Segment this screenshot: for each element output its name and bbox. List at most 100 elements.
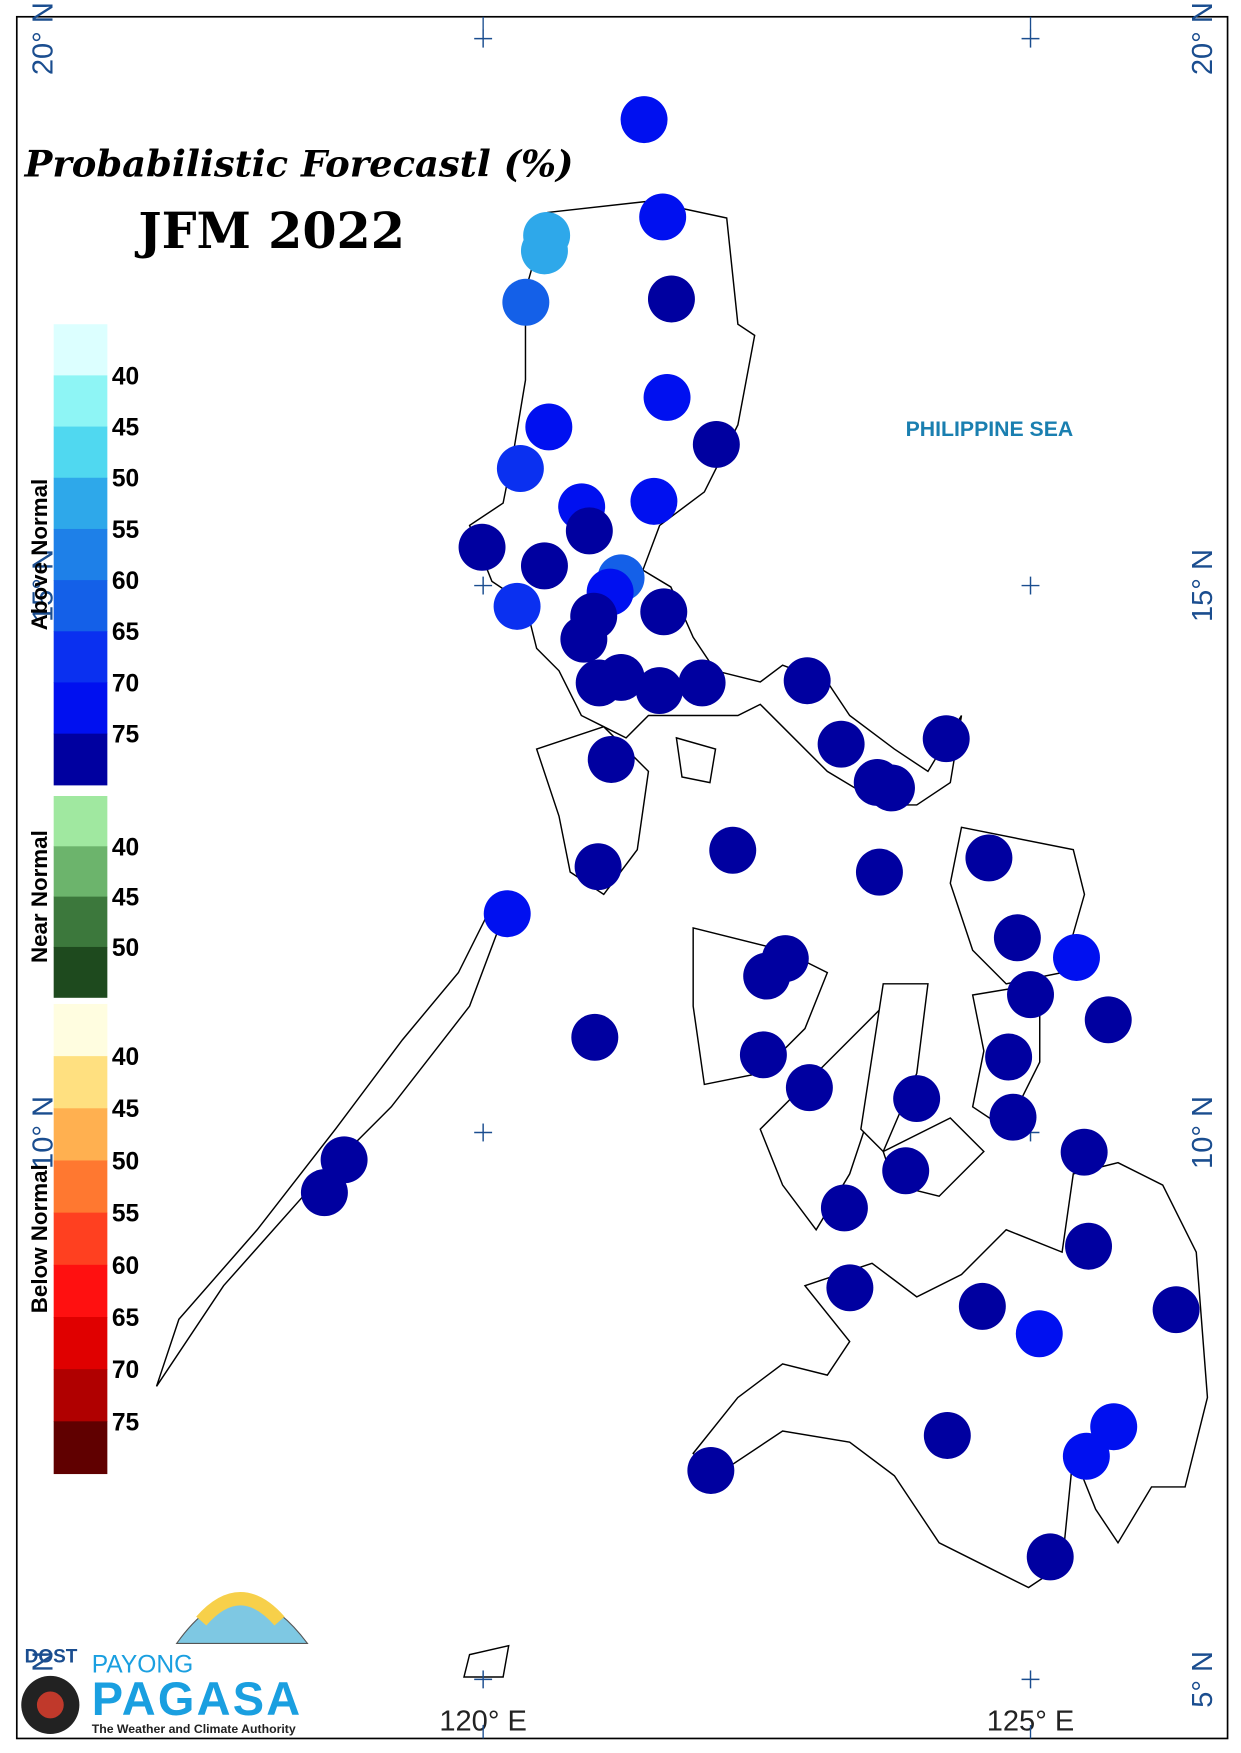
station-dot <box>1007 971 1054 1019</box>
station-dot <box>709 826 757 874</box>
legend-swatch <box>53 896 108 948</box>
y-tick-label: 15° N <box>1187 549 1219 622</box>
station-dot <box>692 420 740 468</box>
station-dot <box>525 403 573 451</box>
legend-tick-label: 50 <box>112 1148 139 1175</box>
station-dot <box>687 1446 735 1494</box>
logo-seal-center <box>36 1691 64 1719</box>
legend-tick-label: 40 <box>112 834 139 861</box>
legend-tick-label: 60 <box>112 568 139 595</box>
station-dot <box>620 96 668 144</box>
y-tick-label: 5° N <box>1187 1651 1219 1708</box>
station-dot <box>678 659 726 707</box>
legend-swatch <box>53 1369 108 1422</box>
legend-tick-label: 75 <box>112 722 139 749</box>
legend-swatch <box>53 1056 108 1109</box>
station-dot <box>639 193 687 241</box>
station-dot <box>630 477 678 525</box>
station-dot <box>739 1031 787 1079</box>
station-dot <box>958 1282 1006 1330</box>
station-dot <box>785 1064 833 1112</box>
station-dot <box>574 843 622 891</box>
legend-tick-label: 45 <box>112 415 139 442</box>
legend-swatch <box>53 1003 108 1057</box>
station-dot <box>893 1075 941 1123</box>
station-dot <box>571 1013 619 1061</box>
station-dot <box>643 373 691 421</box>
legend-swatch <box>53 528 108 581</box>
station-dot <box>882 1147 930 1195</box>
legend-tick-label: 50 <box>112 935 139 962</box>
station-dot <box>647 275 695 323</box>
map-title: Probabilistic Forecastl (%) <box>24 142 574 186</box>
station-dot <box>520 542 568 590</box>
station-dot <box>923 1411 971 1459</box>
legend-tick-label: 50 <box>112 466 139 493</box>
legend-swatch <box>53 375 108 428</box>
station-dot <box>989 1093 1037 1141</box>
legend-swatch <box>53 682 108 735</box>
logo: DOST PAYONG PAGASA The Weather and Clima… <box>21 1592 309 1736</box>
station-dot <box>1015 1310 1063 1358</box>
legend-swatch <box>53 1212 108 1266</box>
logo-line2: PAGASA <box>92 1672 303 1725</box>
station-dot <box>587 736 635 783</box>
station-dot <box>635 667 683 715</box>
legend-swatch <box>53 946 108 998</box>
legend-tick-label: 70 <box>112 1357 139 1384</box>
station-dot <box>640 588 688 636</box>
stations <box>300 96 1200 1581</box>
station-dot <box>1026 1533 1074 1581</box>
legend-group-label: Below Normal <box>27 1164 52 1313</box>
legend-tick-label: 65 <box>112 1305 139 1332</box>
legend-tick-label: 55 <box>112 517 139 544</box>
logo-umbrella-band <box>196 1592 285 1626</box>
station-dot <box>483 890 531 938</box>
legend-tick-label: 40 <box>112 363 139 390</box>
logo-agency: DOST <box>25 1646 78 1667</box>
station-dot <box>502 278 550 326</box>
logo-line1: PAYONG <box>92 1652 194 1679</box>
station-dot <box>985 1033 1033 1081</box>
legend-tick-label: 70 <box>112 670 139 697</box>
y-tick-label: 10° N <box>1187 1096 1219 1169</box>
legend-swatch <box>53 733 108 786</box>
station-dot <box>1152 1286 1200 1334</box>
legend-group-label: Above Normal <box>27 479 52 630</box>
legend-swatch <box>53 1108 108 1162</box>
legend-swatch <box>53 324 108 376</box>
station-dot <box>565 507 613 555</box>
station-dot <box>1065 1222 1113 1270</box>
legend-tick-label: 60 <box>112 1253 139 1280</box>
station-dot <box>520 227 568 275</box>
legend-tick-label: 65 <box>112 619 139 646</box>
legend-swatch <box>53 580 108 632</box>
y-tick-label: 20° N <box>28 2 60 75</box>
legend-swatch <box>53 631 108 684</box>
station-dot <box>826 1264 874 1312</box>
sea-label: PHILIPPINE SEA <box>906 417 1074 441</box>
legend-tick-label: 45 <box>112 885 139 912</box>
legend-group-label: Near Normal <box>27 830 52 963</box>
legend-tick-label: 75 <box>112 1409 139 1436</box>
station-dot <box>855 848 903 896</box>
legend-tick-label: 45 <box>112 1096 139 1123</box>
legend-swatch <box>53 1160 108 1214</box>
station-dot <box>993 914 1041 962</box>
y-tick-label: 20° N <box>1187 2 1219 75</box>
station-dot <box>300 1169 348 1217</box>
station-dot <box>493 582 541 630</box>
station-dot <box>743 952 791 1000</box>
legend: 40 45 50 55 60 65 70 75 Above Normal 40 45 50 Near N… <box>27 324 139 1475</box>
station-dot <box>965 834 1013 882</box>
logo-tagline: The Weather and Climate Authority <box>92 1722 296 1736</box>
map-subtitle: JFM 2022 <box>134 202 405 260</box>
station-dot <box>820 1184 868 1232</box>
station-dot <box>560 615 608 663</box>
station-dot <box>783 657 831 705</box>
legend-swatch <box>53 1316 108 1370</box>
station-dot <box>868 764 915 812</box>
station-dot <box>597 653 645 701</box>
station-dot <box>1062 1432 1110 1480</box>
